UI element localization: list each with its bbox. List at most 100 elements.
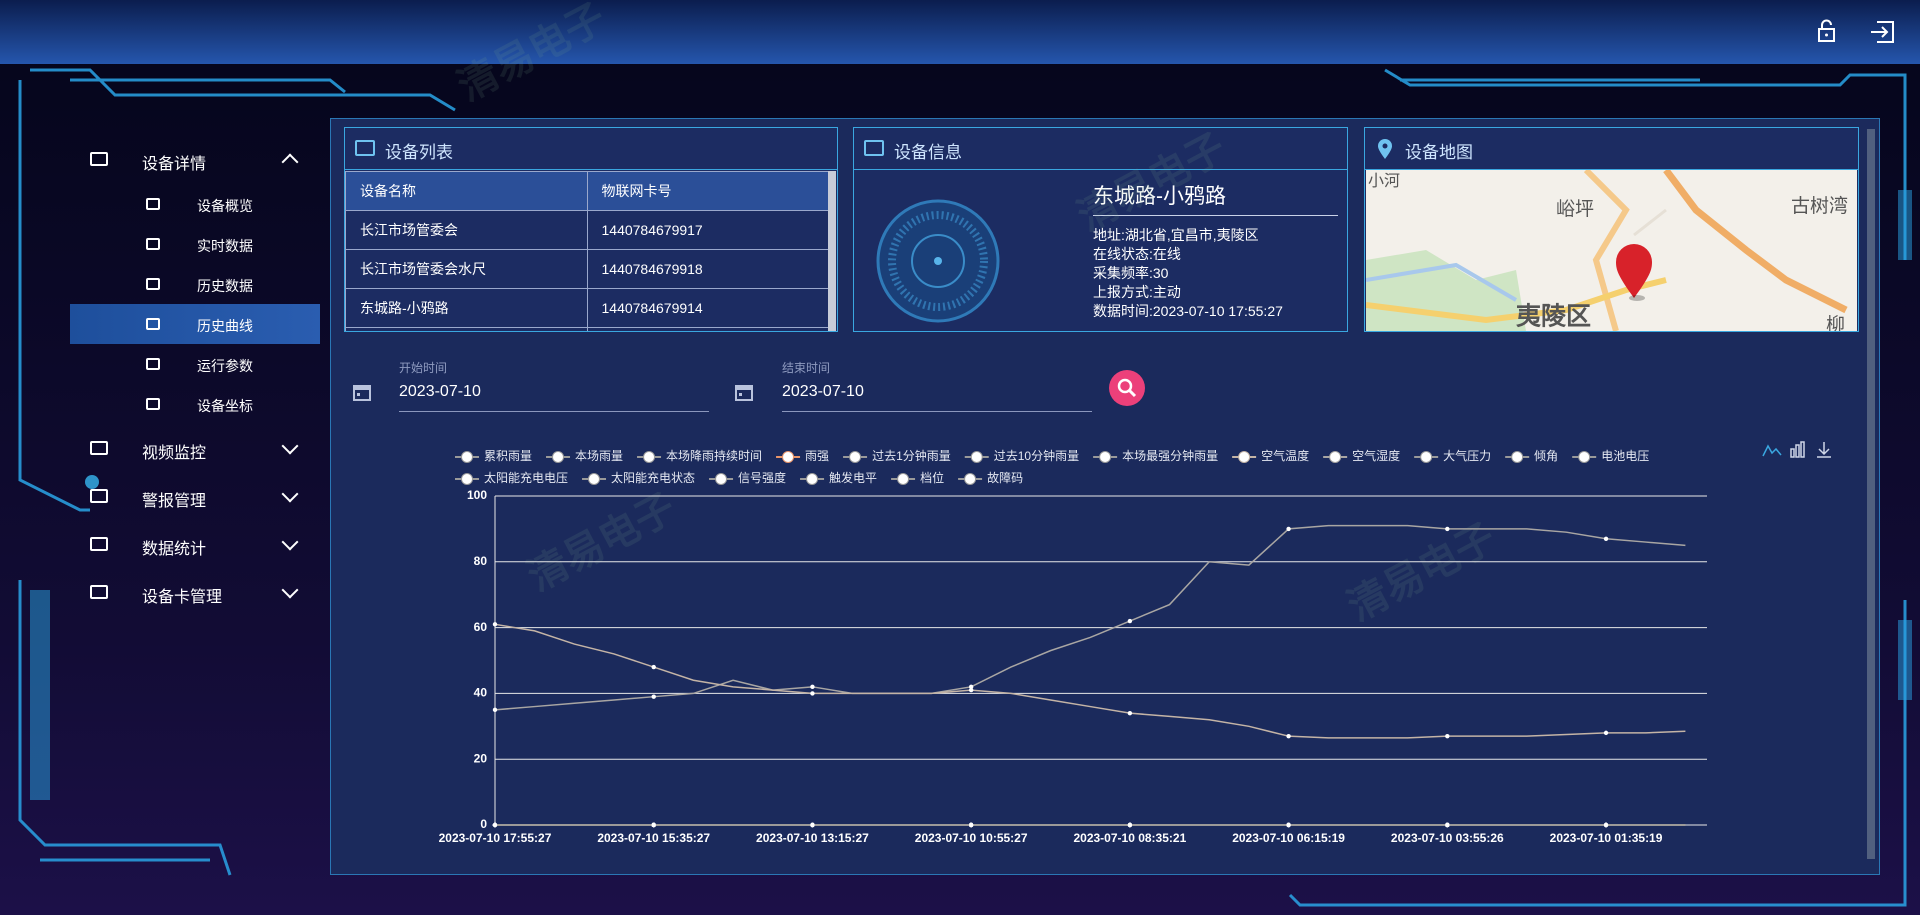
table-row[interactable]: 长江市场管委会水尺 1440784679918 [345, 249, 829, 289]
data-point [1445, 526, 1450, 532]
menu-item[interactable]: 设备详情 [70, 142, 320, 178]
data-point [1127, 618, 1133, 624]
data-point [810, 822, 815, 828]
submenu-label: 历史数据 [197, 278, 253, 294]
data-point [968, 684, 974, 690]
line-view-button[interactable] [1762, 444, 1782, 457]
header [0, 0, 1920, 64]
legend-label: 故障码 [987, 470, 1023, 485]
scrollbar[interactable] [1867, 129, 1875, 859]
card-icon [355, 140, 375, 156]
submenu-item[interactable]: 历史曲线 [70, 304, 320, 344]
y-tick-label: 0 [480, 817, 487, 831]
legend-label: 过去10分钟雨量 [994, 448, 1079, 463]
calendar-icon[interactable] [735, 383, 753, 401]
menu-icon [90, 585, 108, 599]
lock-button[interactable] [1818, 19, 1835, 42]
submenu-item[interactable]: 运行参数 [70, 344, 320, 384]
legend-item[interactable]: 过去1分钟雨量 [843, 448, 951, 463]
legend-item[interactable]: 信号强度 [709, 470, 786, 485]
data-point [968, 687, 974, 693]
menu-label: 数据统计 [142, 541, 207, 558]
legend-item[interactable]: 大气压力 [1414, 448, 1491, 463]
menu-label: 视频监控 [142, 445, 207, 462]
legend-marker [964, 473, 977, 485]
legend-item[interactable]: 过去10分钟雨量 [964, 448, 1079, 463]
legend-marker [1511, 451, 1524, 463]
map-pin[interactable] [1616, 244, 1652, 301]
submenu-item[interactable]: 设备坐标 [70, 384, 320, 424]
data-point [1603, 730, 1609, 736]
x-tick-label: 2023-07-10 17:55:27 [439, 831, 552, 845]
menu-item[interactable]: 设备卡管理 [70, 575, 320, 611]
data-point [810, 684, 815, 690]
data-point [968, 822, 974, 828]
bar-view-button[interactable] [1790, 441, 1805, 458]
submenu-icon [146, 358, 160, 370]
x-tick-label: 2023-07-10 06:15:19 [1232, 831, 1345, 845]
table-row[interactable]: 东城路-小鸦路 1440784679914 [345, 288, 829, 328]
legend-item[interactable]: 太阳能充电状态 [582, 470, 695, 485]
legend-marker [461, 451, 473, 463]
end-date[interactable]: 2023-07-10 [782, 383, 864, 400]
x-tick-label: 2023-07-10 08:35:21 [1073, 831, 1186, 845]
data-point [651, 664, 656, 670]
submenu-label: 历史曲线 [197, 318, 253, 334]
submenu-label: 设备概览 [197, 198, 253, 214]
legend-item[interactable]: 故障码 [958, 470, 1023, 485]
legend-marker [1420, 451, 1433, 463]
legend-label: 过去1分钟雨量 [872, 448, 951, 463]
legend-label: 档位 [920, 470, 944, 485]
detail-line: 采集频率:30 [1093, 265, 1169, 281]
legend-item[interactable]: 倾角 [1505, 449, 1558, 463]
menu-icon [90, 489, 108, 503]
legend-item[interactable]: 空气湿度 [1323, 448, 1400, 463]
legend-item[interactable]: 触发电平 [800, 470, 877, 485]
legend-label: 太阳能充电状态 [611, 470, 695, 485]
submenu-icon [146, 238, 160, 250]
separator [1365, 169, 1858, 170]
submenu-item[interactable]: 设备概览 [70, 184, 320, 224]
device-name: 东城路-小鸦路 [1093, 185, 1226, 208]
submenu-item[interactable]: 历史数据 [70, 264, 320, 304]
legend-item[interactable]: 本场降雨持续时间 [637, 448, 762, 463]
table-cell: 1440784679918 [586, 249, 829, 289]
search-button[interactable] [1109, 370, 1145, 406]
menu-item[interactable]: 数据统计 [70, 527, 320, 563]
legend-marker [782, 451, 795, 463]
legend-label: 太阳能充电电压 [484, 470, 568, 485]
submenu-label: 实时数据 [197, 238, 253, 254]
detail-line: 上报方式:主动 [1093, 284, 1181, 300]
legend-item[interactable]: 雨强 [776, 449, 829, 463]
legend-item[interactable]: 累积雨量 [455, 449, 532, 463]
table-scrollbar[interactable] [828, 171, 836, 331]
legend-item[interactable]: 本场雨量 [546, 449, 623, 463]
legend-marker [643, 451, 656, 463]
device-info-card: 设备信息 东城路-小鸦路 地址:湖北省,宜昌市,夷陵区 在线状态:在线 采集频率:3… [853, 127, 1348, 332]
start-date[interactable]: 2023-07-10 [399, 383, 481, 400]
legend-item[interactable]: 空气温度 [1232, 448, 1309, 463]
data-point [492, 707, 498, 713]
detail-line: 在线状态:在线 [1093, 246, 1181, 262]
download-button[interactable] [1817, 442, 1831, 458]
table-cell: 1440784679914 [586, 288, 829, 328]
logout-button[interactable] [1871, 21, 1894, 43]
legend-label: 本场降雨持续时间 [666, 448, 762, 463]
menu-item[interactable]: 警报管理 [70, 479, 320, 515]
calendar-icon[interactable] [353, 383, 371, 401]
y-tick-label: 20 [474, 751, 488, 765]
table-row[interactable]: 长江市场管委会 1440784679917 [345, 210, 829, 250]
legend-item[interactable]: 太阳能充电电压 [455, 470, 568, 485]
device-graphic [876, 199, 1000, 323]
filters: 开始时间 2023-07-10 结束时间 2023-07-10 [330, 350, 1230, 420]
series-line [494, 623, 1686, 739]
menu-item[interactable]: 视频监控 [70, 431, 320, 467]
submenu-item[interactable]: 实时数据 [70, 224, 320, 264]
legend-marker [849, 451, 862, 463]
legend-item[interactable]: 档位 [891, 470, 944, 485]
legend-item[interactable]: 本场最强分钟雨量 [1093, 448, 1218, 463]
legend-item[interactable]: 电池电压 [1572, 449, 1649, 463]
